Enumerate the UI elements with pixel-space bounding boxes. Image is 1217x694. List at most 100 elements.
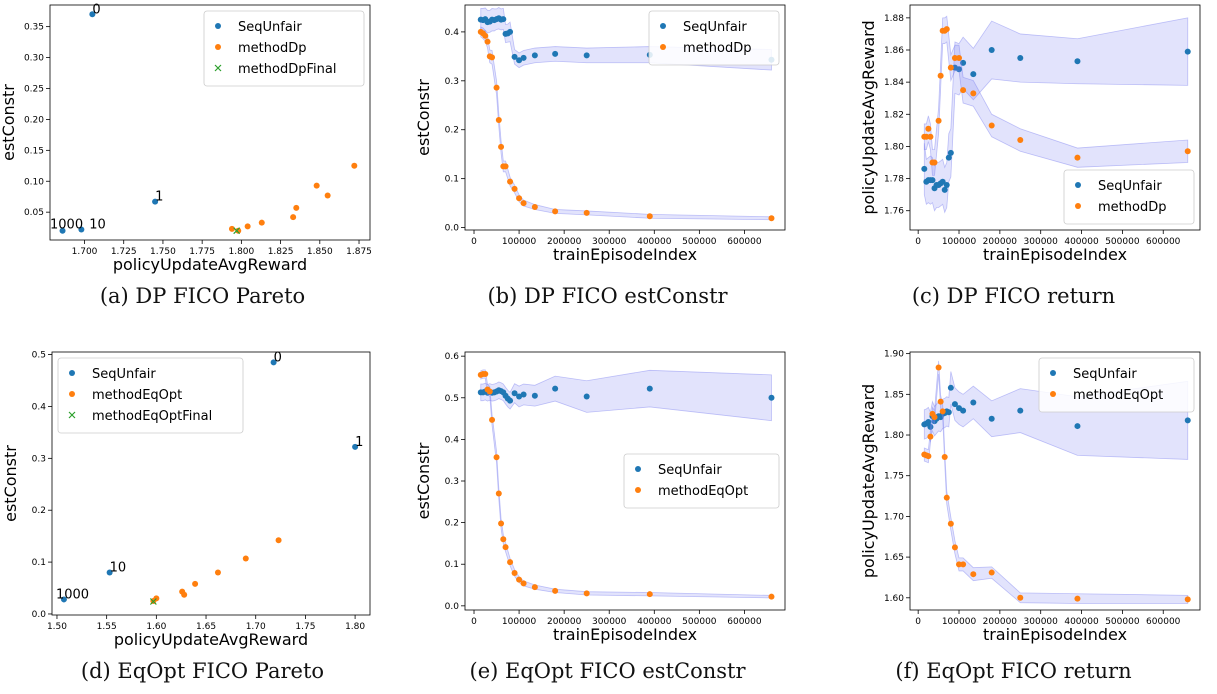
y-tick-label: 0.5 <box>32 351 46 361</box>
data-point <box>493 84 500 91</box>
point-annotation: 0 <box>92 2 100 17</box>
y-tick-label: 0.6 <box>445 352 460 362</box>
y-axis-label: estConstr <box>1 445 20 522</box>
data-point <box>943 494 950 501</box>
legend-marker <box>635 487 641 493</box>
x-ticks: 0 100000 200000 300000 400000 500000 600000 <box>471 610 762 627</box>
legend-marker <box>635 466 641 472</box>
y-tick-label: 0.0 <box>445 224 460 234</box>
data-point <box>351 162 358 169</box>
legend-marker <box>1050 370 1056 376</box>
series-SeqUnfair <box>477 369 775 422</box>
data-point <box>988 122 995 129</box>
x-axis-label: trainEpisodeIndex <box>553 245 697 264</box>
x-tick-label: 1.75 <box>295 622 315 632</box>
legend-label: SeqUnfair <box>92 367 156 382</box>
data-point <box>1017 137 1024 143</box>
x-tick-label: 300000 <box>592 237 627 247</box>
data-point <box>931 159 938 166</box>
data-point <box>192 580 199 587</box>
x-ticks: 1.700 1.725 1.750 1.775 1.800 1.825 1.850 1.875 <box>72 240 372 257</box>
data-point <box>939 178 946 185</box>
data-point <box>925 418 932 425</box>
series-methodEqOpt <box>150 537 282 604</box>
caption-c: (c) DP FICO return <box>911 284 1116 308</box>
data-point <box>960 59 967 66</box>
point-annotation: 1000 <box>56 587 89 602</box>
data-point <box>970 71 977 78</box>
data-point <box>947 384 954 391</box>
data-point <box>495 490 502 497</box>
chart-eqopt-fico-return: 0 100000 200000 300000 400000 500000 600000 1.6… <box>859 350 1201 644</box>
data-point <box>507 559 514 566</box>
data-point <box>486 388 493 395</box>
x-ticks: 0 100000 200000 300000 400000 500000 600000 <box>915 610 1181 627</box>
legend-label: methodDp <box>683 41 751 56</box>
series-methodDp <box>921 15 1191 176</box>
data-point <box>520 391 527 398</box>
plot-area <box>921 15 1191 214</box>
data-point <box>1074 423 1081 430</box>
x-tick-label: 1.800 <box>228 247 254 257</box>
data-point <box>927 133 934 140</box>
data-point <box>235 227 242 234</box>
legend-label: methodEqOpt <box>92 388 182 403</box>
x-tick-label: 0 <box>915 617 921 627</box>
data-point <box>495 116 502 123</box>
data-point <box>937 72 944 79</box>
x-tick-label: 1.60 <box>146 622 166 632</box>
legend-label: SeqUnfair <box>658 463 722 478</box>
legend-marker <box>69 391 75 397</box>
x-tick-label: 1.80 <box>345 622 365 632</box>
series-methodDpFinal <box>233 227 241 235</box>
data-point <box>352 443 359 450</box>
y-axis-label: estConstr <box>414 442 433 519</box>
y-tick-label: 1.90 <box>884 350 904 360</box>
y-tick-label: 0.4 <box>445 435 460 445</box>
data-point <box>583 590 590 597</box>
data-point <box>1017 55 1024 62</box>
legend-label: methodEqOpt <box>1073 388 1163 403</box>
plot-area <box>59 11 358 235</box>
y-tick-label: 0.20 <box>24 115 44 125</box>
x-axis-label: policyUpdateAvgReward <box>113 255 307 274</box>
data-point <box>1074 154 1081 161</box>
chart-dp-fico-return: 0 100000 200000 300000 400000 500000 600000 1.7… <box>859 4 1201 264</box>
x-tick-label: 200000 <box>547 617 582 627</box>
x-tick-label: 1.50 <box>47 622 67 632</box>
plot-frame <box>464 4 786 231</box>
data-point <box>970 90 977 97</box>
data-point <box>943 26 950 33</box>
x-ticks: 1.50 1.55 1.60 1.65 1.70 1.75 1.80 <box>47 615 365 632</box>
y-tick-label: 1.88 <box>884 14 904 24</box>
data-point <box>290 214 297 221</box>
data-point <box>482 371 489 378</box>
data-point <box>511 53 518 60</box>
data-point <box>520 54 527 61</box>
data-point <box>214 569 221 576</box>
x-tick-label: 500000 <box>682 237 717 247</box>
data-point <box>531 204 538 211</box>
data-point <box>60 596 67 603</box>
y-tick-label: 0.0 <box>32 610 47 620</box>
series-methodDp <box>477 26 775 222</box>
data-point <box>768 593 775 600</box>
x-tick-label: 400000 <box>1064 617 1099 627</box>
legend-label: methodDpFinal <box>238 62 336 77</box>
data-point <box>947 520 954 527</box>
x-axis-label: trainEpisodeIndex <box>983 625 1127 644</box>
x-tick-label: 400000 <box>637 237 672 247</box>
legend: SeqUnfair methodEqOpt methodEqOptFinal <box>57 357 244 434</box>
data-point <box>502 163 509 170</box>
series-methodEqOpt <box>921 360 1191 604</box>
y-tick-label: 0.2 <box>32 506 46 516</box>
data-point <box>106 569 113 576</box>
x-tick-label: 300000 <box>1024 617 1059 627</box>
data-point <box>1017 407 1024 414</box>
y-ticks: 1.76 1.78 1.80 1.82 1.84 1.86 1.88 <box>884 14 910 217</box>
data-point <box>484 38 491 45</box>
y-ticks: 0.0 0.1 0.2 0.3 0.4 0.5 0.6 <box>445 352 465 612</box>
data-point <box>941 186 948 193</box>
series-SeqUnfair <box>60 359 359 603</box>
legend-label: SeqUnfair <box>238 20 302 35</box>
